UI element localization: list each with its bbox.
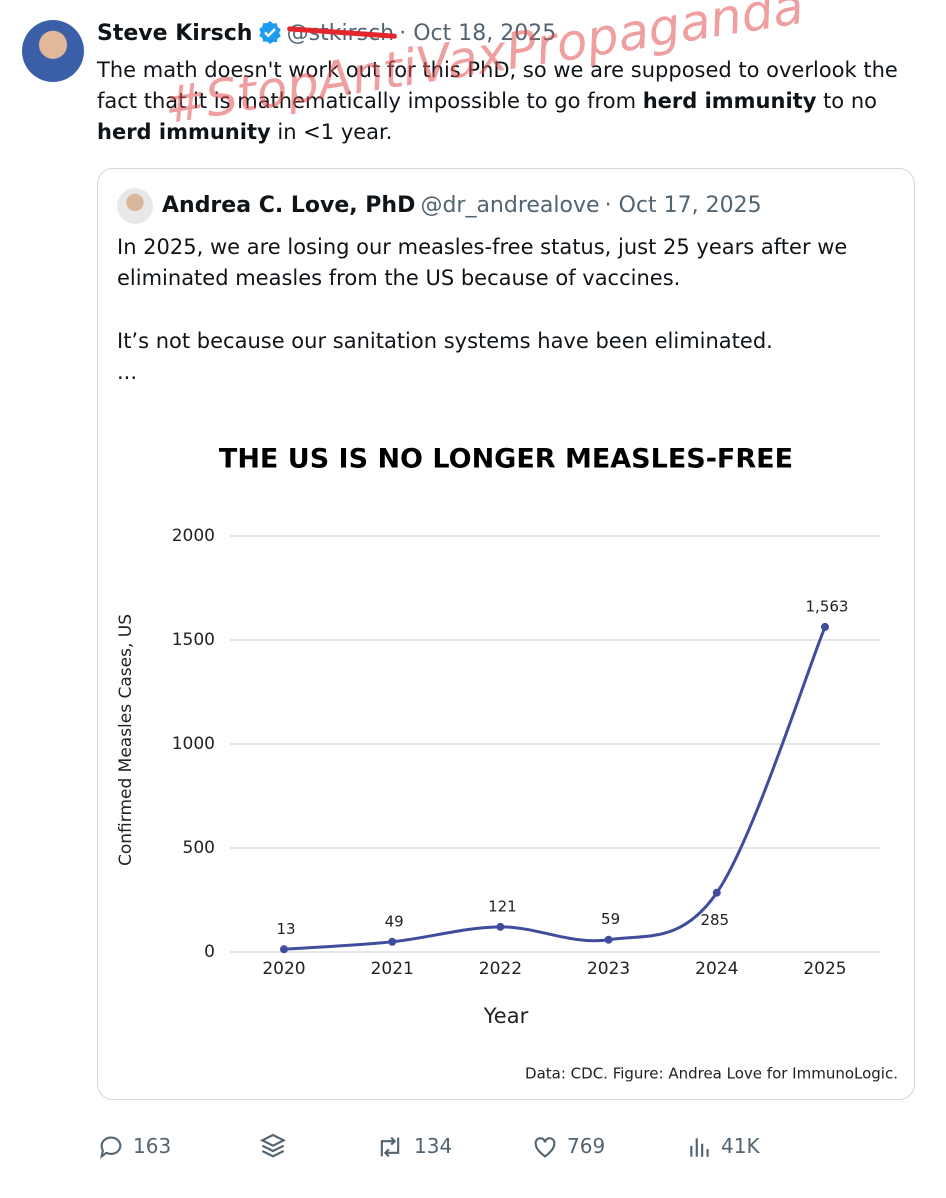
- like-count: 769: [567, 1134, 606, 1158]
- y-tick-label: 1000: [172, 734, 215, 754]
- y-tick-label: 500: [183, 838, 215, 858]
- data-label: 1,563: [806, 597, 849, 615]
- data-point: [496, 922, 505, 931]
- data-label: 121: [488, 897, 517, 915]
- line-series: [283, 626, 827, 951]
- repost-icon[interactable]: [375, 1133, 405, 1161]
- source-note: Data: CDC. Figure: Andrea Love for Immun…: [525, 1065, 898, 1083]
- data-point: [604, 935, 613, 944]
- views-count: 41K: [721, 1134, 760, 1158]
- reply-icon[interactable]: [97, 1133, 125, 1161]
- quote-card[interactable]: [97, 168, 915, 1100]
- data-label: 285: [700, 911, 729, 929]
- tweet-text-segment: The math doesn't work out for this PhD, …: [97, 58, 898, 113]
- tweet-text-segment: herd immunity: [642, 89, 817, 113]
- data-label: 49: [385, 912, 404, 930]
- quote-text: In 2025, we are losing our measles-free …: [117, 232, 887, 388]
- quote-date: · Oct 17, 2025: [604, 193, 762, 218]
- tweet-text-segment: in <1 year.: [270, 120, 393, 144]
- x-tick-label: 2021: [371, 959, 414, 979]
- y-axis-label: Confirmed Measles Cases, US: [116, 614, 136, 866]
- views-icon[interactable]: [687, 1134, 713, 1160]
- y-tick-label: 0: [204, 942, 215, 962]
- quote-header: Andrea C. Love, PhD @dr_andrealove · Oct…: [162, 193, 762, 218]
- quote-paragraph: In 2025, we are losing our measles-free …: [117, 235, 848, 290]
- repost-count: 134: [414, 1134, 453, 1158]
- x-tick-label: 2024: [695, 959, 738, 979]
- like-icon[interactable]: [531, 1133, 559, 1161]
- data-label: 13: [276, 920, 295, 938]
- quote-handle: @dr_andrealove: [420, 193, 600, 218]
- handle[interactable]: @stkirsch: [286, 21, 397, 46]
- grok-icon[interactable]: [257, 1131, 289, 1163]
- data-point: [280, 945, 288, 954]
- tweet-text: The math doesn't work out for this PhD, …: [97, 55, 922, 148]
- x-tick-label: 2025: [803, 959, 846, 979]
- reply-count: 163: [133, 1134, 172, 1158]
- tweet-text-segment: herd immunity: [97, 120, 271, 144]
- quote-avatar: [117, 188, 153, 224]
- y-tick-label: 2000: [172, 526, 215, 546]
- quote-author: Andrea C. Love, PhD: [162, 193, 416, 218]
- data-point: [712, 888, 721, 897]
- action-bar: 163 134 769 41K: [97, 1130, 917, 1164]
- avatar[interactable]: [22, 20, 84, 82]
- data-point: [821, 622, 829, 631]
- y-tick-label: 1500: [172, 630, 215, 650]
- verified-badge: [258, 21, 281, 44]
- quote-paragraph: ...: [117, 360, 138, 384]
- data-label: 59: [601, 910, 620, 928]
- date[interactable]: · Oct 18, 2025: [399, 21, 557, 46]
- quote-paragraph: It’s not because our sanitation systems …: [117, 329, 773, 353]
- x-axis-label: Year: [483, 1004, 529, 1028]
- chart-title: THE US IS NO LONGER MEASLES-FREE: [219, 444, 793, 475]
- data-point: [388, 937, 397, 946]
- x-tick-label: 2020: [262, 959, 305, 979]
- tweet-header: Steve Kirsch @stkirsch · Oct 18, 2025: [97, 20, 556, 46]
- tweet-text-segment: to no: [816, 89, 877, 113]
- author-name[interactable]: Steve Kirsch: [97, 21, 253, 46]
- x-tick-label: 2023: [587, 959, 630, 979]
- x-tick-label: 2022: [479, 959, 522, 979]
